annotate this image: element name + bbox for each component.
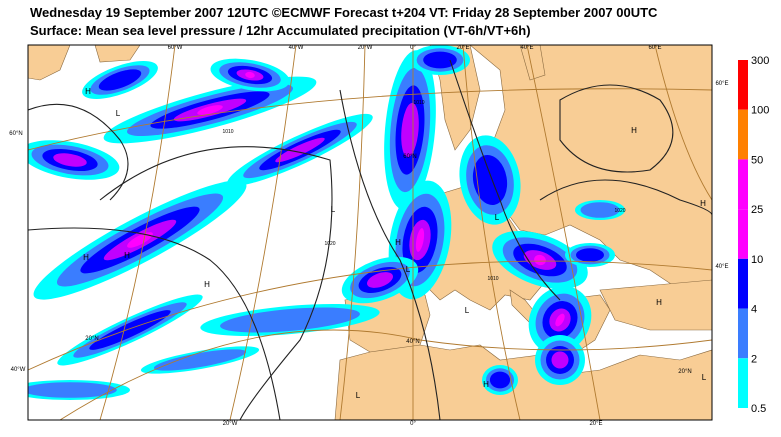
grid-label: 40°E — [520, 45, 533, 51]
colorbar-label: 25 — [751, 204, 763, 216]
isobar-label: 1010 — [222, 129, 233, 135]
colorbar-segment — [738, 60, 748, 110]
colorbar-segment — [738, 209, 748, 259]
grid-label: 60°N — [9, 131, 22, 137]
precip-area — [580, 202, 620, 218]
precip-area — [415, 228, 425, 252]
pressure-center: L — [465, 306, 470, 315]
grid-label: 20°N — [678, 369, 691, 375]
grid-label: 40°W — [289, 45, 304, 51]
grid-label: 60°N — [403, 154, 416, 160]
land — [28, 45, 712, 420]
precip-area — [401, 102, 419, 158]
precip-area — [153, 349, 247, 371]
grid-label: 20°W — [358, 45, 373, 51]
pressure-center: H — [700, 199, 706, 208]
isobar-label: 1020 — [614, 208, 625, 214]
colorbar-label: 10 — [751, 254, 763, 266]
colorbar-label: 50 — [751, 154, 763, 166]
title: Wednesday 19 September 2007 12UTC ©ECMWF… — [30, 5, 658, 20]
pressure-center: H — [124, 251, 130, 260]
precip-area — [89, 310, 171, 350]
precip-area — [367, 272, 393, 288]
precip-area — [98, 69, 142, 91]
precip-area — [534, 254, 546, 266]
precip-area — [28, 382, 117, 398]
precip-area — [576, 248, 604, 262]
grid-label: 40°N — [406, 339, 419, 345]
colorbar-label: 300 — [751, 55, 769, 67]
colorbar-segment — [738, 358, 748, 408]
pressure-center: H — [85, 87, 91, 96]
pressure-center: L — [331, 205, 336, 214]
colorbar-label: 100 — [751, 105, 769, 117]
colorbar-segment — [738, 258, 748, 309]
pressure-center: L — [356, 391, 361, 400]
grid-label: 20°E — [456, 45, 469, 51]
grid-label: 40°W — [11, 367, 26, 373]
precip-area — [489, 371, 511, 389]
colorbar-label: 0.5 — [751, 403, 766, 415]
precip-area — [197, 105, 223, 115]
graticule — [28, 45, 712, 420]
pressure-center: H — [204, 280, 210, 289]
pressure-center: L — [406, 265, 411, 274]
pressure-center: L — [116, 109, 121, 118]
pressure-center: L — [495, 213, 500, 222]
grid-label: 0° — [410, 45, 416, 51]
precip-area — [423, 51, 457, 69]
pressure-center: H — [656, 298, 662, 307]
isobar-label: 1010 — [413, 100, 424, 106]
colorbar-segment — [738, 308, 748, 359]
colorbar-label: 2 — [751, 353, 757, 365]
isobars — [28, 59, 712, 420]
grid-label: 20°W — [223, 421, 238, 427]
pressure-center: H — [395, 238, 401, 247]
precip-area — [127, 232, 153, 248]
pressure-center: H — [83, 253, 89, 262]
precip-area — [555, 313, 565, 327]
grid-label: 60°E — [715, 81, 728, 87]
precip-area — [472, 155, 508, 205]
precip-area — [551, 351, 569, 369]
isobar-label: 1010 — [487, 276, 498, 282]
labels: 60°W 40°W 20°W 0° 20°E 40°E 60°E 60°N 40°W 60°E 40… — [9, 45, 728, 427]
colorbar-label: 4 — [751, 304, 757, 316]
subtitle: Surface: Mean sea level pressure / 12hr … — [30, 23, 531, 38]
precip-area — [275, 137, 325, 163]
pressure-center: H — [631, 126, 637, 135]
grid-label: 60°E — [648, 45, 661, 51]
precip-area — [53, 153, 87, 167]
pressure-center: H — [483, 380, 489, 389]
colorbar: 300 100 50 25 10 4 2 0.5 — [738, 55, 769, 415]
map-frame — [27, 44, 713, 421]
isobar-label: 1020 — [324, 241, 335, 247]
grid-label: 20°N — [85, 336, 98, 342]
precip-area — [245, 71, 255, 79]
grid-label: 60°W — [168, 45, 183, 51]
colorbar-segment — [738, 159, 748, 210]
map-area — [28, 45, 712, 420]
grid-label: 40°E — [715, 264, 728, 270]
colorbar-segment — [738, 109, 748, 160]
grid-label: 0° — [410, 421, 416, 427]
grid-label: 20°E — [589, 421, 602, 427]
pressure-center: L — [702, 373, 707, 382]
